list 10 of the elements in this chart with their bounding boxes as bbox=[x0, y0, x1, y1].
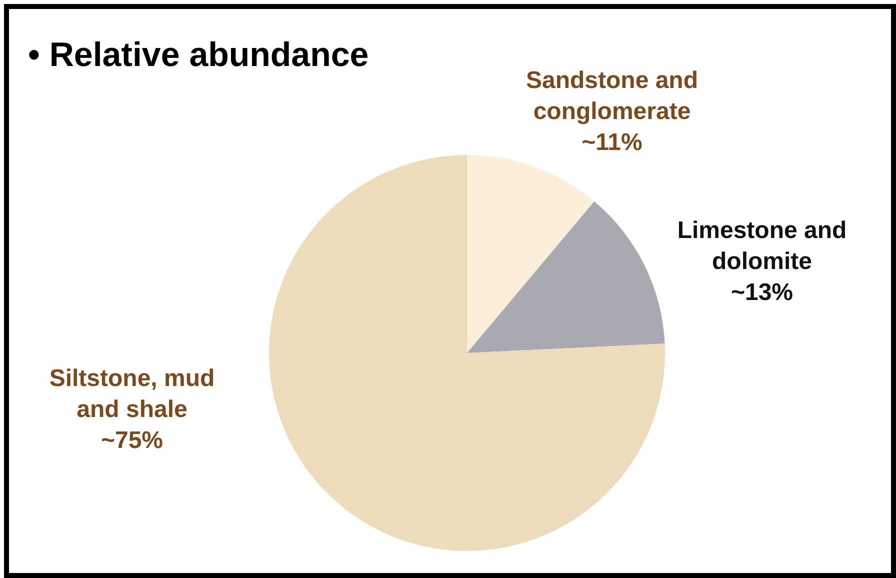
slice-label: Limestone and dolomite bbox=[677, 217, 847, 275]
chart-title: • Relative abundance bbox=[28, 36, 369, 75]
pie-slice bbox=[269, 155, 665, 551]
pie-slice bbox=[467, 155, 594, 353]
data-label: ~13% bbox=[730, 279, 794, 306]
data-label: ~11% bbox=[582, 129, 642, 156]
pie-slice bbox=[467, 201, 665, 353]
slice-label: Sandstone and conglomerate bbox=[526, 67, 698, 125]
data-label: ~75% bbox=[100, 427, 164, 454]
slice-label: Siltstone, mud and shale bbox=[49, 365, 215, 423]
